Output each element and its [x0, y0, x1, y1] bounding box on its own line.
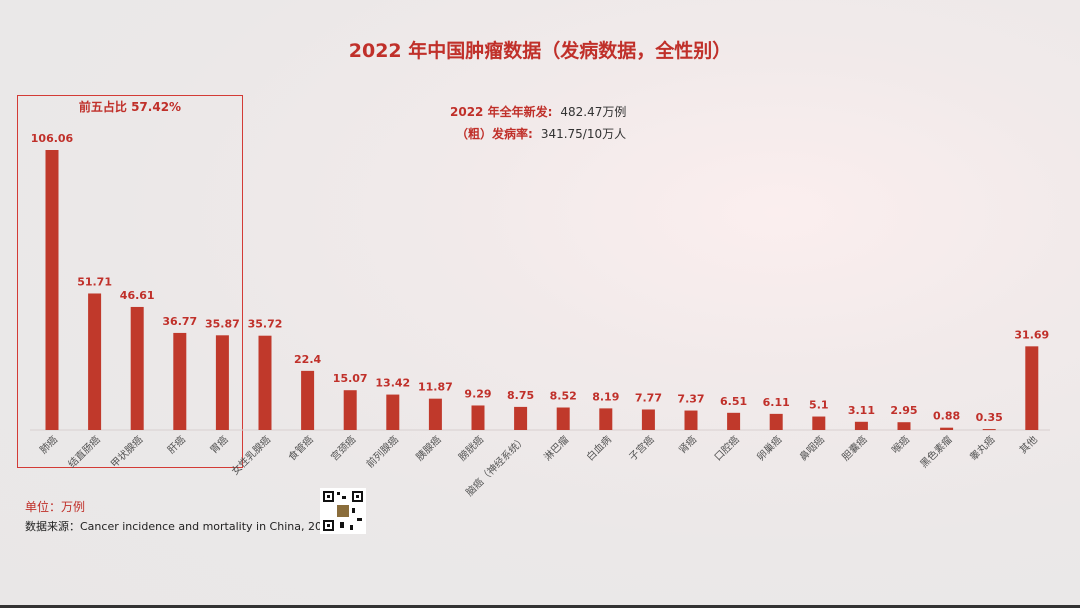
category-label: 鼻咽癌 — [797, 433, 827, 463]
chart-title: 2022 年中国肿瘤数据（发病数据，全性别） — [348, 40, 732, 62]
category-label: 卵巢癌 — [754, 433, 784, 463]
bar — [215, 335, 229, 430]
category-label: 肾癌 — [676, 433, 699, 456]
category-label: 胃癌 — [207, 433, 230, 456]
data-label: 106.06 — [31, 132, 74, 145]
bar — [1025, 346, 1039, 430]
bottom-border — [0, 605, 1080, 608]
bar — [727, 412, 741, 430]
category-label: 睾丸癌 — [967, 433, 997, 463]
category-label: 膀胱癌 — [456, 433, 486, 463]
data-label: 22.4 — [294, 353, 321, 366]
source-label: 数据来源：Cancer incidence and mortality in C… — [25, 520, 336, 533]
data-label: 35.87 — [205, 317, 240, 330]
new-cases-value: 482.47万例 — [560, 105, 627, 119]
data-label: 15.07 — [333, 372, 368, 385]
category-label: 胆囊癌 — [839, 433, 869, 463]
bar — [428, 398, 442, 430]
category-label: 女性乳腺癌 — [229, 433, 274, 478]
bar — [173, 332, 187, 430]
bar — [386, 394, 400, 430]
data-label: 6.11 — [763, 396, 790, 409]
data-label: 7.37 — [677, 393, 704, 406]
data-label: 31.69 — [1014, 328, 1049, 341]
data-label: 35.72 — [248, 318, 283, 331]
category-label: 白血病 — [584, 433, 614, 463]
new-cases-stat: 2022 年全年新发: 482.47万例 — [450, 103, 626, 120]
top5-label: 前五占比 57.42% — [78, 100, 182, 114]
data-label: 51.71 — [77, 275, 112, 288]
rate-value: 341.75/10万人 — [540, 127, 627, 141]
bar — [982, 429, 996, 431]
bar — [471, 405, 485, 430]
data-label: 46.61 — [120, 289, 155, 302]
data-label: 3.11 — [848, 404, 875, 417]
data-label: 9.29 — [464, 387, 491, 400]
category-label: 其他 — [1017, 433, 1040, 456]
bar — [130, 306, 144, 430]
category-label: 喉癌 — [889, 433, 912, 456]
data-label: 8.19 — [592, 390, 619, 403]
category-label: 胰腺癌 — [413, 433, 443, 463]
bar — [343, 390, 357, 430]
bar — [88, 293, 102, 430]
data-label: 2.95 — [890, 404, 917, 417]
bar — [684, 410, 698, 430]
data-label: 7.77 — [635, 391, 662, 404]
rate-label: （粗）发病率: — [456, 127, 533, 141]
bar — [897, 422, 911, 430]
bar — [641, 409, 655, 430]
data-label: 6.51 — [720, 395, 747, 408]
bar — [769, 413, 783, 430]
category-label: 宫颈癌 — [328, 433, 358, 463]
top5-highlight-box — [17, 95, 243, 468]
category-label: 甲状腺癌 — [108, 433, 145, 470]
bar — [556, 407, 570, 430]
bar — [258, 335, 272, 430]
bar — [301, 370, 315, 430]
bar — [812, 416, 826, 430]
data-label: 13.42 — [375, 377, 410, 390]
new-cases-label: 2022 年全年新发: — [450, 105, 553, 119]
bar — [45, 150, 59, 430]
data-label: 8.75 — [507, 389, 534, 402]
category-label: 肺癌 — [37, 433, 60, 456]
category-label: 子宫癌 — [626, 433, 656, 463]
category-label: 口腔癌 — [711, 433, 741, 463]
bar — [854, 421, 868, 430]
bar — [599, 408, 613, 430]
data-label: 0.88 — [933, 410, 960, 423]
qr-code — [320, 488, 366, 534]
bar — [940, 427, 954, 430]
rate-stat: （粗）发病率: 341.75/10万人 — [456, 125, 626, 142]
data-label: 11.87 — [418, 381, 453, 394]
category-label: 肝癌 — [165, 433, 188, 456]
category-label: 淋巴瘤 — [541, 433, 571, 463]
bar — [514, 406, 528, 430]
category-label: 食管癌 — [285, 433, 315, 463]
data-label: 36.77 — [162, 315, 197, 328]
data-label: 0.35 — [976, 411, 1003, 424]
data-label: 8.52 — [550, 390, 577, 403]
data-label: 5.1 — [809, 399, 829, 412]
category-label: 前列腺癌 — [363, 433, 400, 470]
category-label: 黑色素瘤 — [917, 433, 954, 470]
unit-label: 单位：万例 — [25, 500, 86, 514]
category-label: 结直肠癌 — [65, 433, 102, 470]
